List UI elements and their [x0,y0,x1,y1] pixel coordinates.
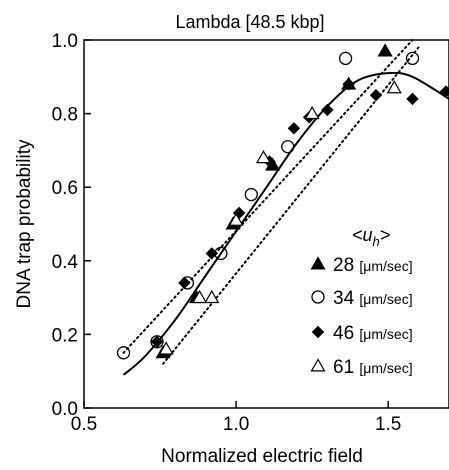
plot-frame [83,39,449,409]
legend-label-61: 61 [μm/sec] [333,357,413,378]
data-point-34 [281,140,295,154]
axis-ticks: 0.5 1.0 1.5 0.0 0.2 0.4 0.6 0.8 1.0 [52,31,402,435]
legend-marker-34 [311,290,325,304]
legend-marker-61 [310,358,326,372]
x-tick-label: 1.0 [223,414,249,435]
data-point-46 [406,92,419,106]
data-point-61 [228,212,244,226]
x-tick-label: 0.5 [71,414,97,435]
y-axis-label: DNA trap probability [14,139,35,308]
data-point-46 [150,335,164,348]
legend: <uh> 28 [μm/sec] 34 [μm/sec] 46 [μm/sec] 61… [310,225,413,378]
y-tick-label: 0.8 [52,105,78,126]
y-tick-label: 1.0 [52,31,78,52]
fit-curves [122,39,449,376]
legend-unit: [μm/sec] [359,258,412,274]
legend-marker-46 [311,325,325,339]
data-point-46 [342,77,355,91]
data-point-28 [377,43,393,57]
data-point-61 [304,105,320,120]
legend-title-start: <u [352,225,373,245]
y-tick-label: 0.4 [52,252,79,273]
data-point-61 [386,80,402,94]
legend-title-end: > [380,225,391,245]
legend-label-28: 28 [μm/sec] [333,255,413,276]
chart-title: Lambda [48.5 kbp] [175,12,324,32]
legend-title: <uh> [352,225,390,249]
fit-curve-dotted [122,39,414,354]
data-point-61 [255,150,271,164]
legend-unit: [μm/sec] [359,360,412,376]
data-point-34 [338,51,353,66]
legend-marker-28 [310,256,326,270]
legend-unit: [μm/sec] [359,326,412,342]
x-tick-label: 1.5 [375,414,401,435]
fit-curve-solid [122,71,449,376]
legend-title-sub: h [373,234,380,249]
data-point-34 [244,187,258,202]
data-point-61 [192,289,208,304]
data-points [116,43,449,360]
data-point-46 [287,122,301,135]
y-tick-label: 0.0 [52,399,78,420]
data-point-46 [369,88,383,102]
data-point-46 [178,276,191,290]
data-point-34 [405,51,420,66]
y-tick-label: 0.6 [52,178,78,199]
data-point-61 [158,341,174,355]
data-point-34 [116,346,131,360]
x-axis-label: Normalized electric field [161,446,363,467]
data-point-46 [205,247,218,260]
legend-label-34: 34 [μm/sec] [333,288,413,309]
data-point-61 [204,289,220,304]
data-point-46 [321,103,334,117]
legend-unit: [μm/sec] [359,291,412,307]
data-point-46 [439,85,449,98]
legend-label-46: 46 [μm/sec] [333,323,413,344]
y-tick-label: 0.2 [52,325,78,346]
